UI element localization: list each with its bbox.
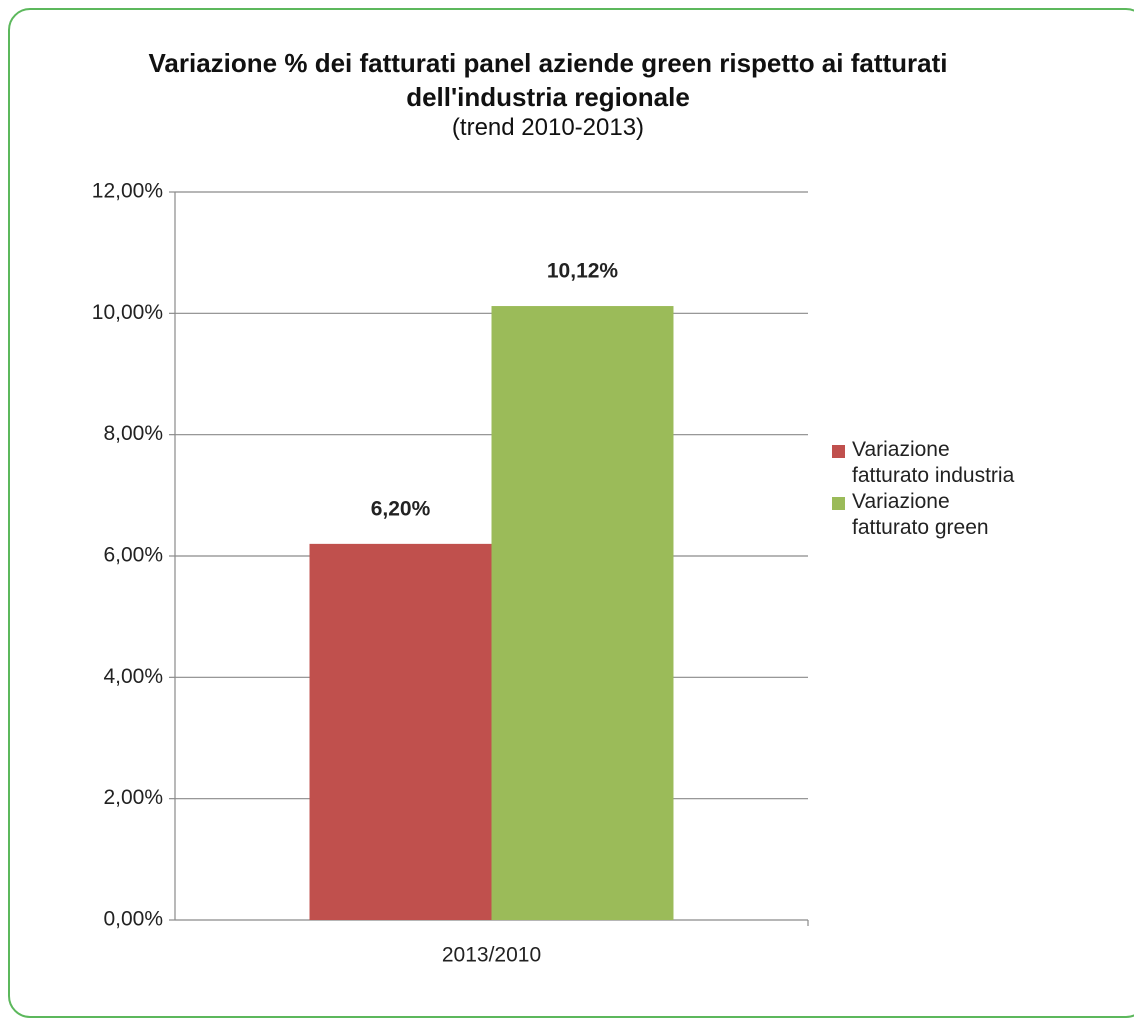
y-tick-label: 4,00% [103, 665, 163, 688]
y-tick-label: 0,00% [103, 908, 163, 931]
chart-title: Variazione % dei fatturati panel aziende… [148, 48, 948, 112]
y-tick-label: 2,00% [103, 786, 163, 809]
y-tick-label: 10,00% [92, 301, 163, 324]
y-tick-label: 8,00% [103, 422, 163, 445]
x-tick-label: 2013/2010 [442, 944, 541, 967]
legend-swatch [832, 445, 845, 458]
chart-subtitle: (trend 2010-2013) [451, 114, 645, 141]
legend-label: Variazione fatturato industria [852, 438, 1015, 487]
legend-label: Variazione fatturato green [852, 490, 989, 539]
legend-swatch [832, 497, 845, 510]
y-tick-label: 6,00% [103, 544, 163, 567]
data-label: 6,20% [371, 497, 431, 520]
legend: Variazione fatturato industria Variazione… [832, 437, 1017, 541]
bar [491, 306, 674, 920]
data-label: 10,12% [547, 260, 619, 283]
legend-item: Variazione fatturato industria [832, 437, 1017, 489]
bar [309, 543, 492, 920]
legend-item: Variazione fatturato green [832, 489, 1017, 541]
y-tick-label: 12,00% [92, 180, 163, 203]
